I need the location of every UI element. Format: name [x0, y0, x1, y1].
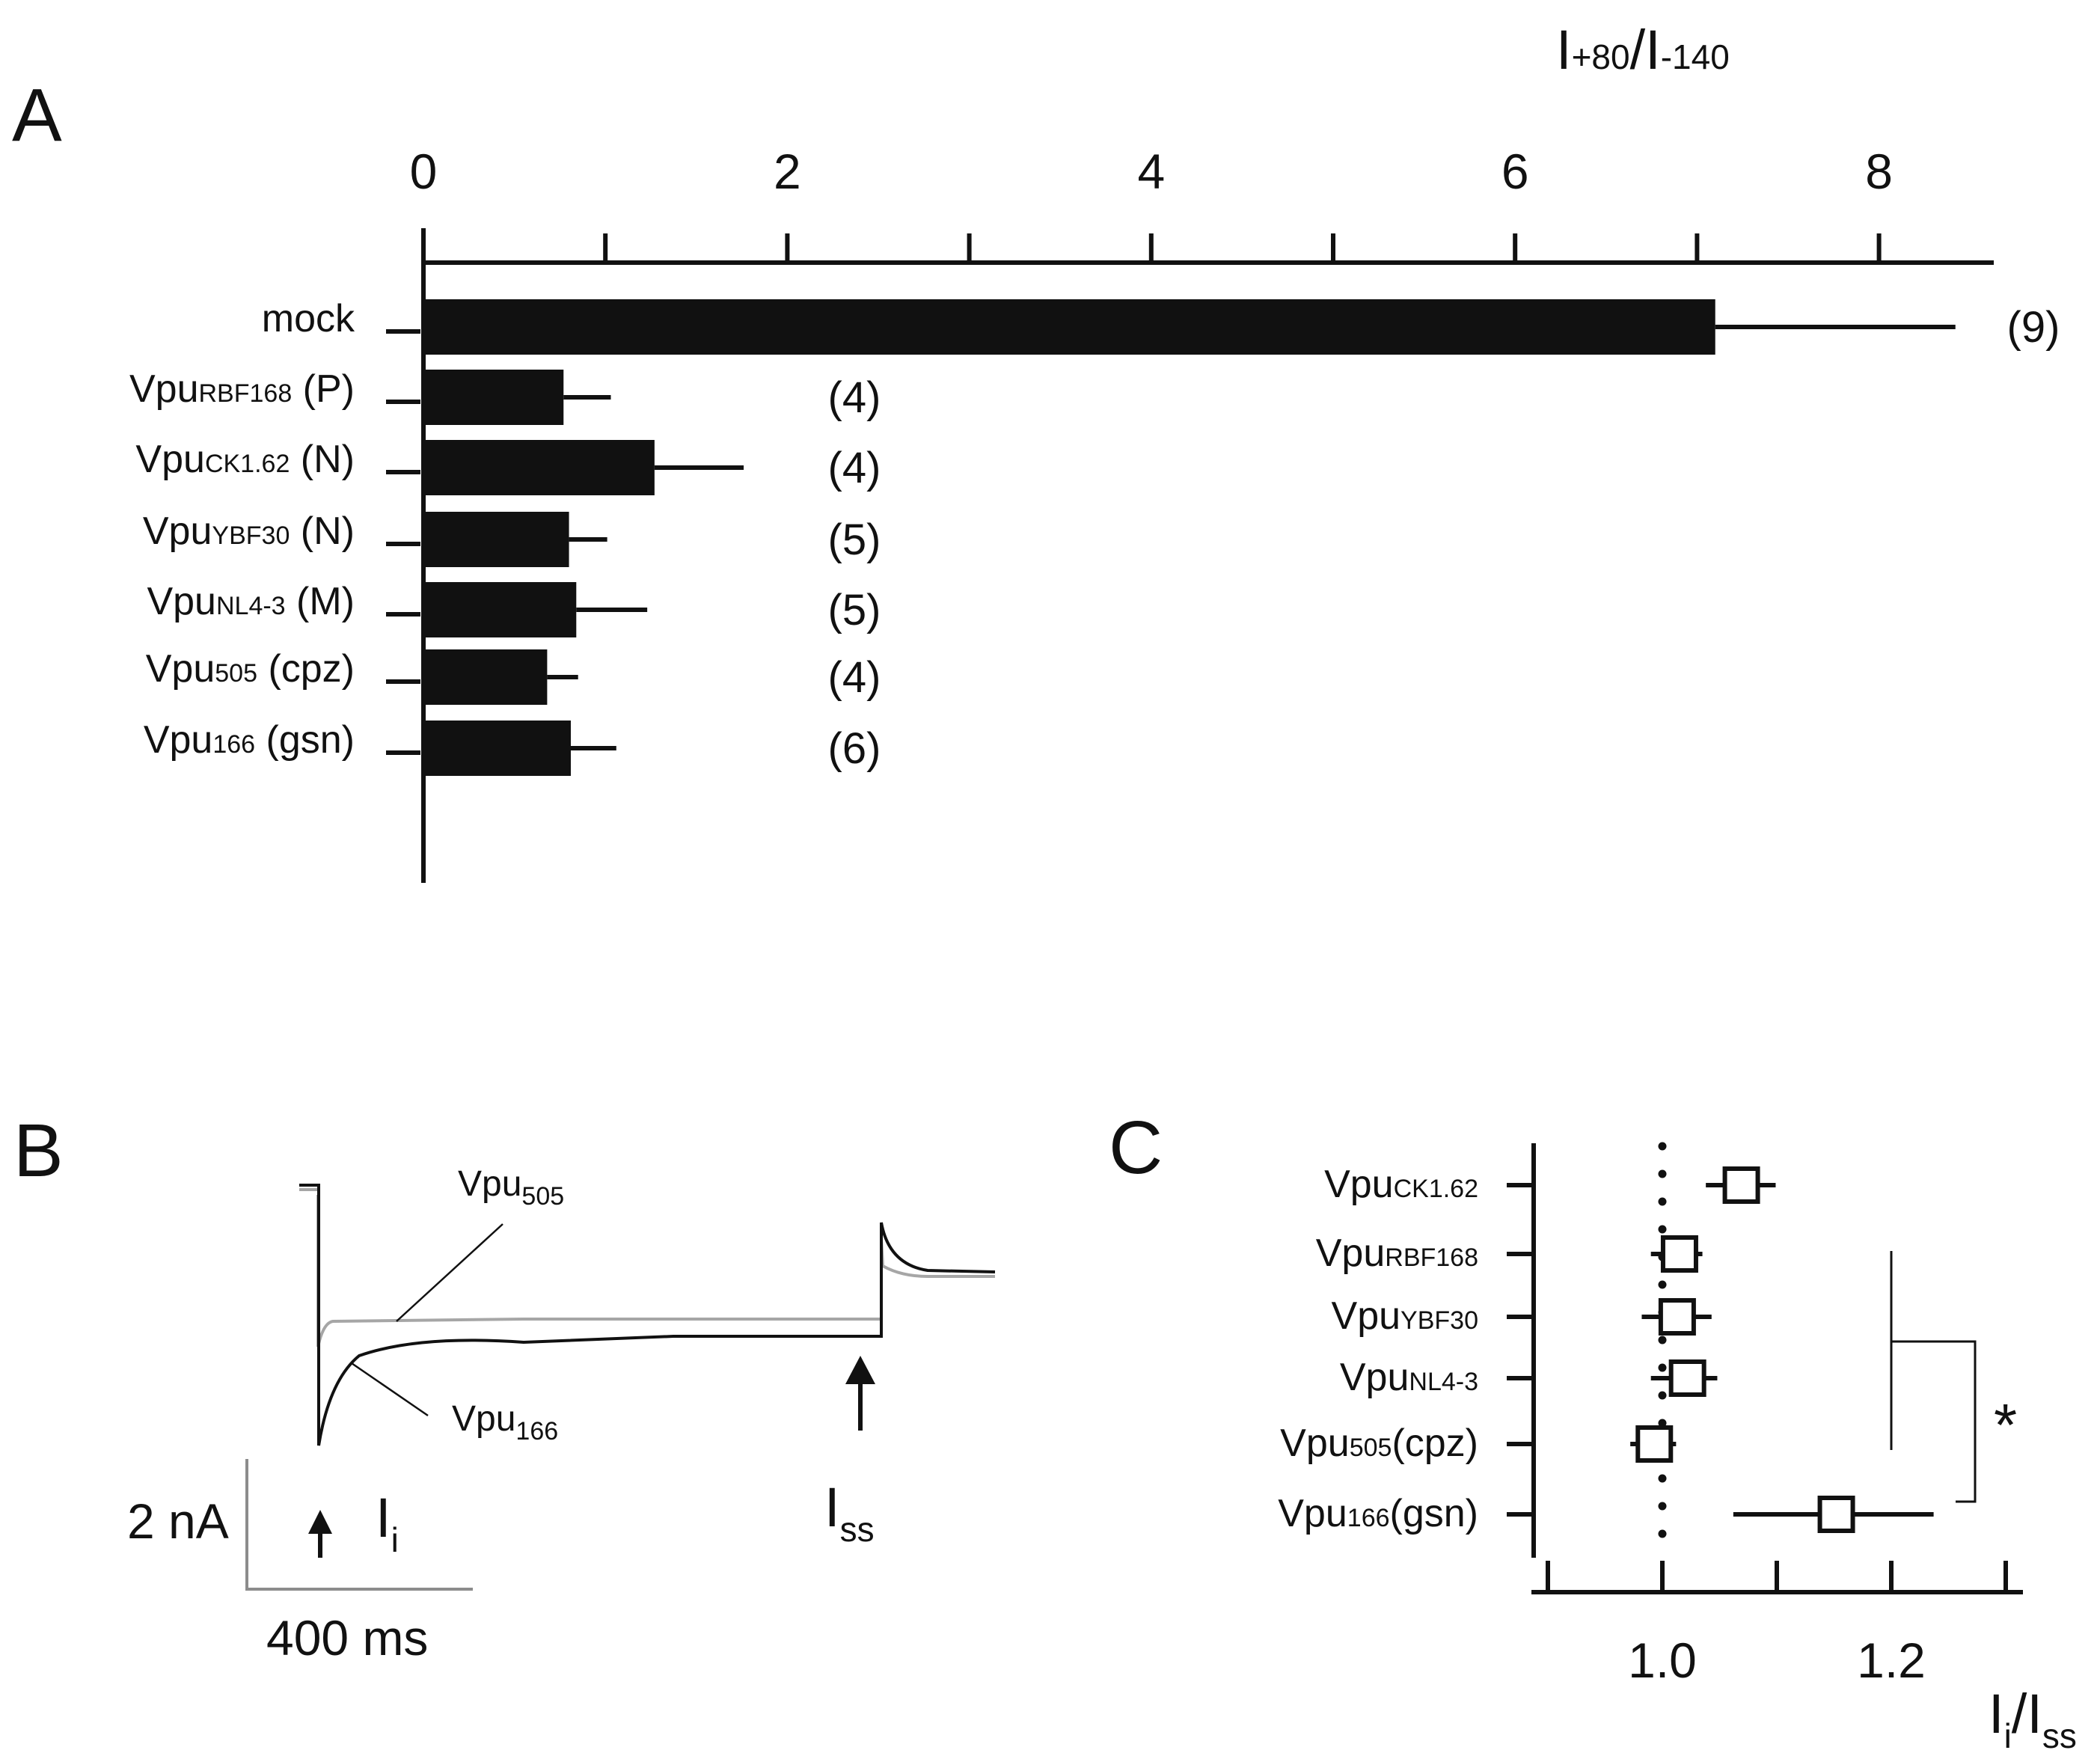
panel-a-n-label: (4)	[828, 653, 881, 702]
panel-b-letter: B	[13, 1109, 64, 1193]
trace-vpu166	[299, 1184, 996, 1446]
panel-c-category-label: VpuNL4-3	[1340, 1356, 1478, 1399]
reference-dot	[1658, 1280, 1667, 1289]
panel-c-x-axis-title: Ii/Iss	[1989, 1683, 2077, 1755]
reference-dot	[1658, 1391, 1667, 1400]
reference-dot	[1658, 1529, 1667, 1538]
panel-a-category-label: VpuCK1.62 (N)	[135, 438, 355, 481]
scale-bar-time-label: 400 ms	[266, 1610, 428, 1665]
marker-iss: Iss	[824, 1476, 875, 1549]
reference-dot	[1658, 1169, 1667, 1178]
panel-c: C 1.0 1.2 VpuCK1.62 VpuRBF168 VpuYBF30 VpuNL…	[1109, 1106, 2077, 1755]
iss-arrow-head	[845, 1356, 875, 1384]
panel-a-bar	[423, 582, 577, 637]
panel-b: B Vpu505 Vpu166 Ii Iss 2 nA 400 ms	[13, 1109, 996, 1665]
panel-a-n-label: (4)	[828, 373, 881, 422]
panel-c-point	[1722, 1166, 1760, 1204]
scale-bar	[245, 1459, 473, 1591]
panel-a-n-label: (6)	[828, 724, 881, 773]
vpu505-leader-line	[396, 1223, 503, 1322]
panel-a-x-tick-label: 8	[1865, 144, 1893, 199]
panel-a-n-label: (5)	[828, 586, 881, 634]
panel-c-point	[1658, 1298, 1696, 1336]
panel-c-point	[1635, 1425, 1674, 1463]
panel-c-points: VpuCK1.62 VpuRBF168 VpuYBF30 VpuNL4-3 Vpu505…	[1278, 1163, 1934, 1535]
panel-c-x-tick-label: 1.0	[1628, 1633, 1697, 1688]
panel-a-bar	[423, 299, 1715, 355]
reference-line-1-0	[1658, 1142, 1667, 1538]
reference-dot	[1658, 1363, 1667, 1372]
panel-a-bars: mock (9) VpuRBF168 (P) (4) VpuCK1.62 (N) (4) V…	[129, 297, 2060, 776]
marker-ii: Ii	[376, 1487, 399, 1559]
panel-c-point	[1660, 1235, 1698, 1273]
panel-a-n-label: (4)	[828, 444, 881, 492]
panel-a-category-label: Vpu166 (gsn)	[144, 718, 355, 762]
reference-dot	[1658, 1419, 1667, 1428]
trace-label-vpu166: Vpu166	[452, 1399, 558, 1446]
panel-c-x-tick-label: 1.2	[1857, 1633, 1926, 1688]
panel-c-category-label: VpuCK1.62	[1324, 1163, 1478, 1206]
panel-c-category-label: Vpu166(gsn)	[1278, 1492, 1478, 1535]
reference-dot	[1658, 1474, 1667, 1483]
panel-c-point	[1668, 1359, 1706, 1397]
panel-a-bar	[423, 649, 548, 705]
panel-a: A I+80/I-140 0 2 4 6 8 mock (9) VpuRBF168 (P) (…	[12, 19, 2060, 883]
panel-a-x-tick-label: 6	[1501, 144, 1529, 199]
significance-bracket	[1891, 1340, 1977, 1503]
panel-a-bar	[423, 440, 655, 495]
panel-c-category-label: VpuYBF30	[1332, 1294, 1478, 1338]
reference-dot	[1658, 1197, 1667, 1206]
reference-dot	[1658, 1502, 1667, 1511]
panel-c-x-ticks: 1.0 1.2	[1546, 1561, 2008, 1688]
scale-bar-current-label: 2 nA	[127, 1493, 229, 1549]
panel-a-x-ticks: 0 2 4 6 8	[410, 144, 1893, 263]
panel-a-x-tick-label: 4	[1137, 144, 1165, 199]
reference-dot	[1658, 1142, 1667, 1151]
vpu166-leader-line	[351, 1362, 429, 1417]
panel-a-x-tick-label: 0	[410, 144, 438, 199]
panel-a-category-label: mock	[262, 297, 355, 340]
panel-a-n-label: (9)	[2007, 303, 2060, 352]
trace-label-vpu505: Vpu505	[458, 1164, 564, 1211]
panel-a-bar	[423, 512, 569, 567]
panel-a-bar	[423, 721, 571, 776]
panel-a-category-label: VpuRBF168 (P)	[129, 367, 355, 411]
panel-c-category-label: VpuRBF168	[1316, 1232, 1478, 1275]
panel-a-x-axis-title: I+80/I-140	[1556, 19, 1730, 81]
panel-c-point	[1817, 1496, 1855, 1533]
significance-star: *	[1994, 1392, 2017, 1458]
trace-vpu505	[299, 1188, 995, 1347]
panel-c-category-label: Vpu505(cpz)	[1280, 1422, 1478, 1465]
ii-arrow-head	[308, 1510, 332, 1534]
panel-a-category-label: VpuYBF30 (N)	[143, 510, 355, 553]
panel-a-category-label: Vpu505 (cpz)	[146, 647, 355, 691]
panel-c-letter: C	[1109, 1106, 1163, 1190]
panel-a-n-label: (5)	[828, 516, 881, 564]
reference-dot	[1658, 1225, 1667, 1234]
panel-a-letter: A	[12, 73, 62, 157]
panel-a-bar	[423, 370, 564, 425]
panel-a-category-label: VpuNL4-3 (M)	[147, 580, 355, 623]
reference-dot	[1658, 1336, 1667, 1345]
panel-a-x-tick-label: 2	[774, 144, 801, 199]
